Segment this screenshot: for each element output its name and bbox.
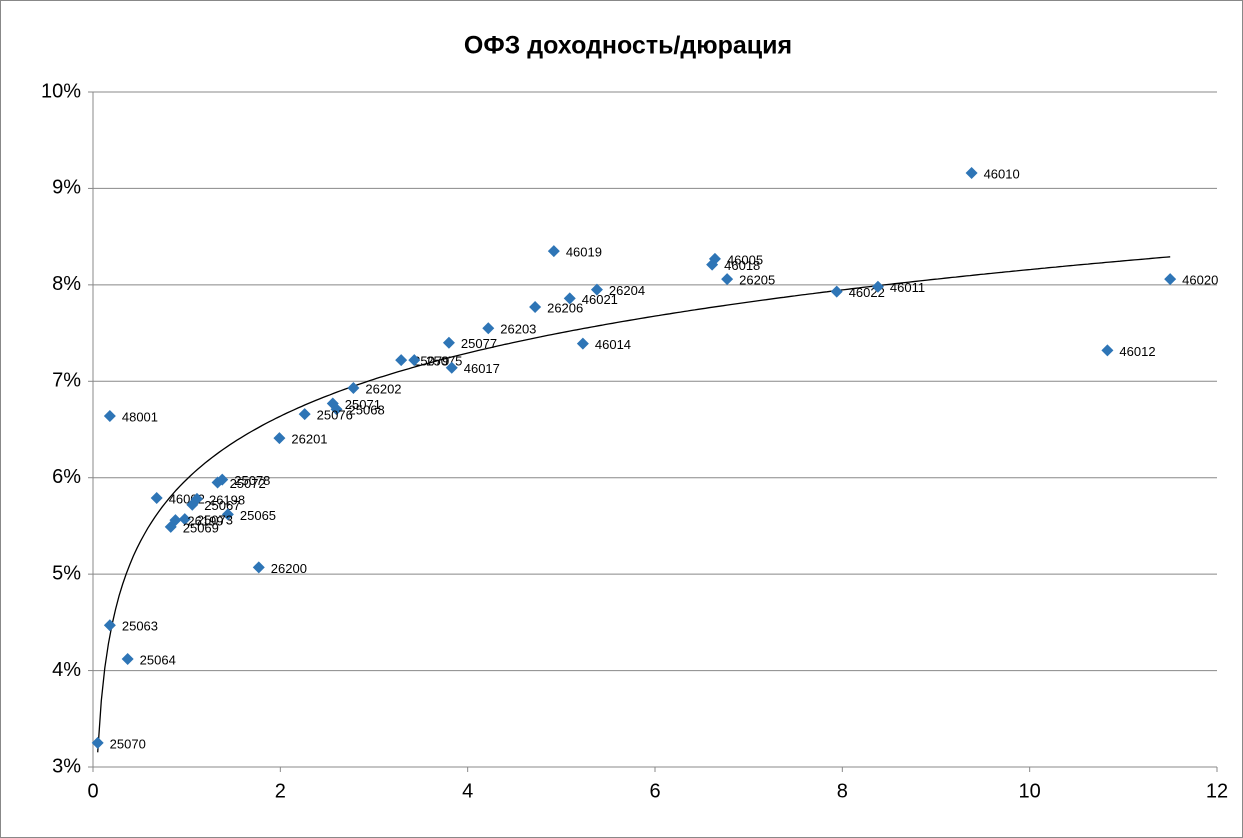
point-label: 25072	[230, 476, 266, 491]
point-label: 48001	[122, 409, 158, 424]
point	[252, 561, 265, 574]
y-tick-label: 3%	[52, 755, 81, 777]
y-tick-label: 9%	[52, 177, 81, 199]
point	[1164, 273, 1177, 286]
point-label: 46021	[582, 292, 618, 307]
point-label: 46011	[890, 280, 925, 295]
point	[395, 354, 408, 367]
point	[721, 273, 734, 286]
trendline	[97, 256, 1171, 753]
point	[221, 508, 234, 521]
point	[590, 283, 603, 296]
point	[482, 322, 495, 335]
y-tick-label: 4%	[52, 659, 81, 681]
y-tick-label: 7%	[52, 370, 81, 392]
point-label: 25064	[140, 652, 176, 667]
point	[576, 337, 589, 350]
point	[178, 513, 191, 526]
point-label: 26200	[271, 561, 307, 576]
x-tick-label: 6	[649, 780, 660, 802]
point-label: 25065	[240, 508, 276, 523]
point-label: 46005	[727, 252, 763, 267]
point	[563, 292, 576, 305]
point	[1101, 344, 1114, 357]
x-tick-label: 2	[275, 780, 286, 802]
point-label: 26206	[547, 300, 583, 315]
point	[273, 432, 286, 445]
y-tick-label: 10%	[41, 80, 81, 102]
point	[121, 653, 134, 665]
x-tick-label: 4	[462, 780, 473, 802]
point	[298, 408, 311, 421]
point	[103, 619, 116, 632]
point	[150, 491, 163, 504]
point-label: 25076	[317, 408, 353, 423]
point-label: 46019	[566, 245, 602, 260]
x-tick-label: 0	[87, 780, 98, 802]
point-label: 25077	[461, 336, 497, 351]
point	[347, 382, 360, 395]
x-tick-label: 12	[1206, 780, 1228, 802]
point	[965, 167, 978, 179]
point	[706, 258, 719, 271]
point-label: 46020	[1182, 273, 1218, 288]
point-label: 25071	[345, 397, 381, 412]
point-label: 46010	[984, 166, 1020, 181]
point	[445, 361, 458, 374]
point-label: 25073	[197, 513, 233, 528]
point-label: 46014	[595, 337, 631, 352]
point-label: 26201	[291, 432, 327, 447]
chart-title: ОФЗ доходность/дюрация	[464, 32, 792, 60]
point-label: 25078	[234, 473, 270, 488]
point	[103, 410, 116, 422]
y-tick-label: 6%	[52, 466, 81, 488]
point	[186, 498, 199, 511]
point-label: 46012	[1119, 344, 1155, 359]
point-label: 25068	[349, 403, 385, 418]
point	[529, 301, 542, 314]
point	[408, 354, 421, 367]
point	[91, 736, 104, 749]
point	[216, 473, 229, 486]
point-label: 26203	[500, 322, 536, 337]
point	[830, 285, 843, 298]
y-tick-label: 8%	[52, 273, 81, 295]
point	[547, 245, 560, 258]
point-label: 25069	[183, 520, 219, 535]
point-label: 26198	[209, 492, 245, 507]
x-tick-label: 8	[837, 780, 848, 802]
point	[164, 520, 177, 533]
point-label: 25063	[122, 619, 158, 634]
point-label: 26205	[739, 273, 775, 288]
point	[871, 280, 884, 293]
point-label: 26204	[609, 283, 645, 298]
point-label: 25079	[413, 354, 449, 369]
point-label: 26202	[365, 381, 401, 396]
point-label: 25075	[426, 354, 462, 369]
y-tick-label: 5%	[52, 562, 81, 584]
point-label: 25070	[110, 736, 146, 751]
point-label: 25067	[204, 498, 240, 513]
point	[442, 336, 455, 349]
x-tick-label: 10	[1019, 780, 1041, 802]
point-label: 46018	[724, 258, 760, 273]
point	[330, 403, 343, 416]
point-label: 46017	[464, 361, 500, 376]
point-label: 26199	[187, 514, 223, 529]
